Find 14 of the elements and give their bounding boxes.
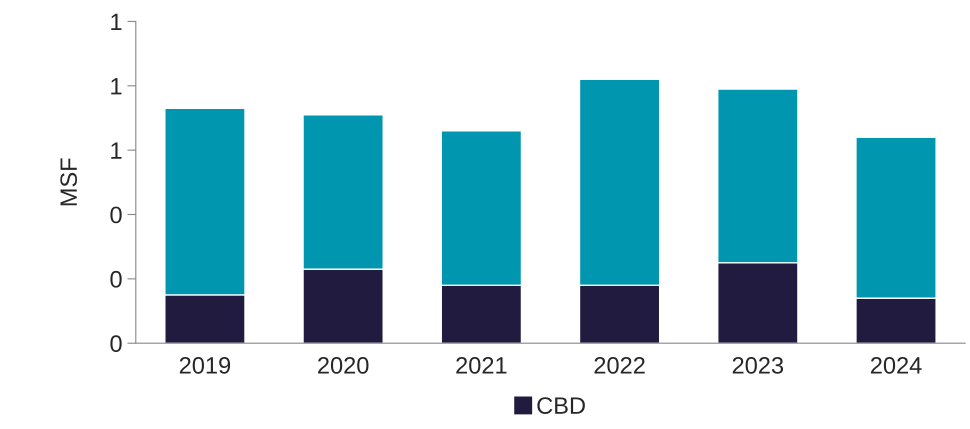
y-tick-label: 1: [111, 14, 122, 30]
y-tick-label: 0: [110, 206, 122, 224]
x-tick-label: 2021: [456, 357, 506, 374]
y-axis-title: MSF: [60, 158, 78, 206]
y-tick-label: 1: [111, 78, 122, 94]
x-tick-label: 2023: [732, 357, 784, 374]
y-tick-label: 0: [110, 335, 122, 352]
x-tick-label: 2024: [870, 357, 922, 374]
x-tick-label: 2019: [180, 357, 230, 374]
x-tick-label: 2020: [318, 357, 368, 374]
x-tick-label: 2022: [594, 357, 645, 374]
legend-label: CBD: [537, 397, 585, 414]
y-tick-label: 1: [111, 142, 122, 159]
y-tick-label: 0: [110, 270, 122, 288]
